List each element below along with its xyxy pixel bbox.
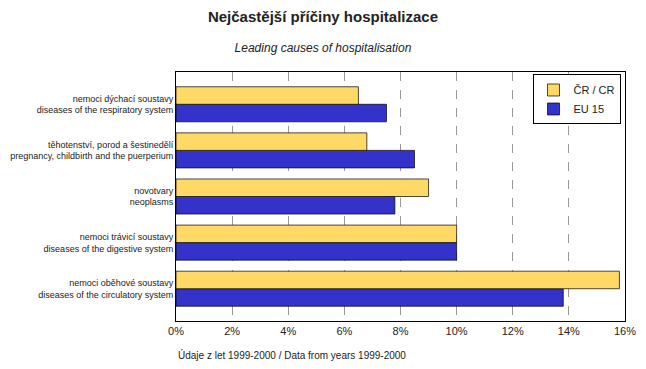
svg-text:0%: 0%: [168, 325, 184, 337]
svg-text:12%: 12%: [502, 325, 524, 337]
svg-text:10%: 10%: [446, 325, 468, 337]
svg-text:nemoci oběhové soustavydisease: nemoci oběhové soustavydiseases of the c…: [38, 278, 174, 300]
svg-text:EU 15: EU 15: [574, 103, 605, 115]
svg-text:těhotenství, porod a šestinedě: těhotenství, porod a šestinedělípregnanc…: [10, 140, 173, 162]
svg-text:8%: 8%: [393, 325, 409, 337]
svg-text:16%: 16%: [614, 325, 636, 337]
svg-text:4%: 4%: [280, 325, 296, 337]
svg-text:6%: 6%: [336, 325, 352, 337]
svg-text:Údaje z let 1999-2000 / Data f: Údaje z let 1999-2000 / Data from years …: [178, 349, 406, 361]
svg-text:novotvaryneoplasms: novotvaryneoplasms: [130, 186, 174, 208]
svg-text:14%: 14%: [558, 325, 580, 337]
svg-text:2%: 2%: [224, 325, 240, 337]
svg-text:ČR / CR: ČR / CR: [574, 84, 615, 96]
svg-text:Leading causes of hospitalisat: Leading causes of hospitalisation: [235, 41, 412, 55]
svg-text:nemoci dýchací soustavydisease: nemoci dýchací soustavydiseases of the r…: [37, 94, 174, 116]
svg-text:Nejčastější příčiny hospitaliz: Nejčastější příčiny hospitalizace: [208, 8, 438, 25]
svg-text:nemoci trávicí soustavydisease: nemoci trávicí soustavydiseases of the d…: [44, 232, 174, 254]
